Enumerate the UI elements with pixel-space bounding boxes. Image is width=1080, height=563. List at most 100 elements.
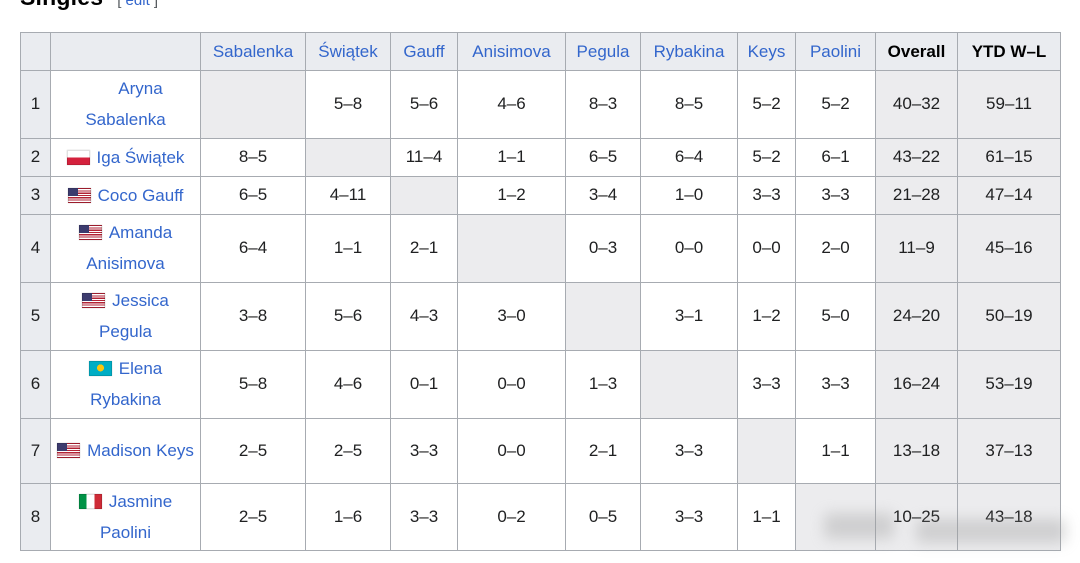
h2h-record-cell: 3–3 [737,175,796,215]
opponent-header-link[interactable]: Sabalenka [212,41,294,61]
opponent-header-link[interactable]: Paolini [809,41,862,61]
opponent-header-link[interactable]: Rybakina [653,41,725,61]
edit-link-label[interactable]: edit [125,0,150,9]
player-link[interactable]: Iga Świątek [96,147,185,167]
player-link[interactable]: Madison Keys [87,440,194,460]
flag-pl-icon [66,149,90,165]
edit-link[interactable]: [ edit ] [117,0,158,9]
h2h-record-cell: 0–5 [565,482,641,552]
h2h-record-cell: 0–3 [565,213,641,283]
h2h-record-cell: 8–3 [565,70,641,139]
self-match-cell [305,137,391,177]
table-row: 2 Iga Świątek 8–5 11–4 1–1 6–5 6–4 5–2 6–1 43–22 6… [20,137,1061,177]
rank-cell: 5 [20,281,51,351]
player-link[interactable]: Jasmine Paolini [99,491,173,542]
header-cell-pegula: Pegula [565,32,641,71]
self-match-cell [457,213,566,283]
self-match-cell [640,349,738,419]
h2h-record-cell: 1–1 [457,137,566,177]
table-row: 5 Jessica Pegula 3–8 5–6 4–3 3–0 3–1 1–2 5–0 24–2… [20,281,1061,351]
overall-record-cell: 10–25 [875,482,958,552]
h2h-record-cell: 4–3 [390,281,458,351]
head-to-head-table: Sabalenka Świątek Gauff Anisimova Pegula Ryba… [20,32,1061,552]
table-row: 4 Amanda Anisimova 6–4 1–1 2–1 0–3 0–0 0–0 2–0 11… [20,213,1061,283]
h2h-record-cell: 2–5 [305,417,391,484]
h2h-record-cell: 5–2 [737,70,796,139]
player-cell: Coco Gauff [50,175,201,215]
h2h-record-cell: 8–5 [640,70,738,139]
player-link[interactable]: Amanda Anisimova [86,222,173,274]
h2h-record-cell: 8–5 [200,137,306,177]
h2h-record-cell: 2–5 [200,482,306,552]
h2h-record-cell: 3–8 [200,281,306,351]
header-cell-paolini: Paolini [795,32,876,71]
ytd-record-cell: 37–13 [957,417,1061,484]
rank-cell: 3 [20,175,51,215]
h2h-record-cell: 5–8 [200,349,306,419]
h2h-record-cell: 3–3 [795,175,876,215]
h2h-record-cell: 3–3 [390,417,458,484]
header-cell-rank [20,32,51,71]
flag-it-icon [78,493,102,509]
ytd-record-cell: 43–18 [957,482,1061,552]
table-body: 1 Aryna Sabalenka 5–8 5–6 4–6 8–3 8–5 5–2 5–2 40–… [20,70,1061,552]
header-cell-keys: Keys [737,32,796,71]
overall-record-cell: 21–28 [875,175,958,215]
h2h-record-cell: 11–4 [390,137,458,177]
h2h-record-cell: 4–6 [305,349,391,419]
opponent-header-link[interactable]: Anisimova [472,41,551,61]
h2h-record-cell: 3–3 [640,482,738,552]
h2h-record-cell: 5–8 [305,70,391,139]
h2h-record-cell: 4–11 [305,175,391,215]
header-cell-rybakina: Rybakina [640,32,738,71]
h2h-record-cell: 3–3 [737,349,796,419]
ytd-record-cell: 61–15 [957,137,1061,177]
player-link[interactable]: Jessica Pegula [99,290,169,342]
overall-record-cell: 24–20 [875,281,958,351]
table-row: 7 Madison Keys 2–5 2–5 3–3 0–0 2–1 3–3 1–1 13–18 3… [20,417,1061,484]
h2h-record-cell: 0–1 [390,349,458,419]
h2h-record-cell: 5–6 [305,281,391,351]
player-cell: Madison Keys [50,417,201,484]
player-link[interactable]: Coco Gauff [97,185,184,205]
h2h-record-cell: 6–4 [640,137,738,177]
player-cell: Jasmine Paolini [50,482,201,552]
header-cell-player [50,32,201,71]
rank-cell: 6 [20,349,51,419]
player-link[interactable]: Elena Rybakina [90,358,163,410]
flag-us-icon [78,224,102,240]
player-cell: Elena Rybakina [50,349,201,419]
table-row: 3 Coco Gauff 6–5 4–11 1–2 3–4 1–0 3–3 3–3 21–28 47… [20,175,1061,215]
h2h-record-cell: 2–0 [795,213,876,283]
opponent-header-link[interactable]: Pegula [576,41,630,61]
header-cell-overall: Overall [875,32,958,71]
flag-us-icon [67,187,91,203]
h2h-record-cell: 5–2 [737,137,796,177]
h2h-record-cell: 5–2 [795,70,876,139]
rank-cell: 4 [20,213,51,283]
opponent-header-link[interactable]: Gauff [403,41,445,61]
rank-cell: 1 [20,70,51,139]
header-cell-sabalenka: Sabalenka [200,32,306,71]
self-match-cell [565,281,641,351]
self-match-cell [200,70,306,139]
opponent-header-link[interactable]: Keys [747,41,786,61]
table-header: Sabalenka Świątek Gauff Anisimova Pegula Ryba… [20,32,1061,71]
opponent-header-link[interactable]: Świątek [318,41,378,61]
h2h-record-cell: 3–0 [457,281,566,351]
h2h-record-cell: 5–6 [390,70,458,139]
player-cell: Jessica Pegula [50,281,201,351]
h2h-record-cell: 1–2 [737,281,796,351]
h2h-record-cell: 0–0 [737,213,796,283]
header-cell-ytd-w-l: YTD W–L [957,32,1061,71]
h2h-record-cell: 4–6 [457,70,566,139]
h2h-record-cell: 1–1 [737,482,796,552]
player-link[interactable]: Aryna Sabalenka [85,79,166,130]
overall-record-cell: 40–32 [875,70,958,139]
h2h-record-cell: 1–3 [565,349,641,419]
player-cell: Iga Świątek [50,137,201,177]
rank-cell: 8 [20,482,51,552]
rank-cell: 7 [20,417,51,484]
flag-kz-icon [88,360,112,376]
ytd-record-cell: 47–14 [957,175,1061,215]
